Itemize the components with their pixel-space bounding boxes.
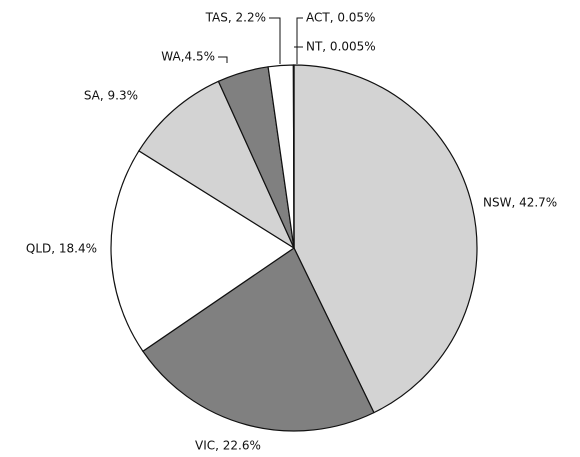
leader-line [218, 56, 228, 63]
slice-label: QLD, 18.4% [26, 242, 97, 256]
slice-label: SA, 9.3% [84, 89, 138, 103]
leader-line [269, 17, 281, 64]
pie-slice [110, 150, 295, 352]
pie-slice [293, 64, 478, 414]
slice-label: TAS, 2.2% [205, 11, 266, 25]
slice-label: NT, 0.005% [306, 40, 376, 54]
slice-label: WA,4.5% [161, 50, 215, 64]
leader-line [296, 17, 303, 64]
slice-label: ACT, 0.05% [306, 11, 375, 25]
pie-slice [138, 80, 295, 249]
pie-slice [142, 247, 375, 432]
slice-label: VIC, 22.6% [195, 439, 261, 453]
slice-label: NSW, 42.7% [483, 196, 557, 210]
